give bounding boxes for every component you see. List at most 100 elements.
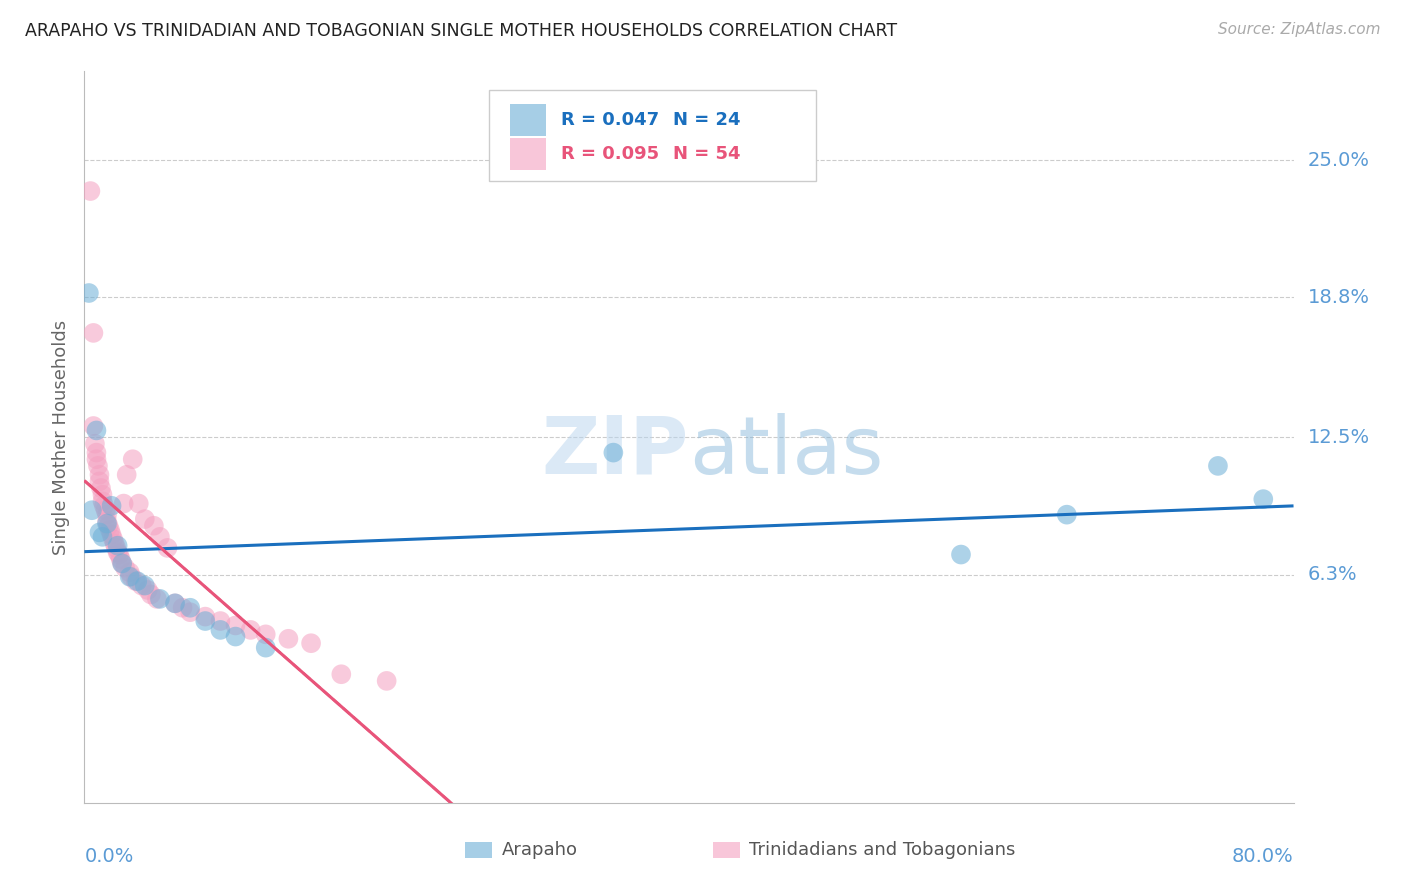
Point [115,467,138,482]
Point [86,452,108,467]
Point [1206,458,1229,473]
Point [86,424,108,438]
Point [179,605,201,619]
Point [79,184,101,198]
Text: N = 54: N = 54 [673,145,741,163]
Point [299,636,322,650]
Point [125,574,148,589]
Point [194,614,217,628]
Point [149,591,172,606]
Point [77,285,100,300]
Point [254,640,277,655]
Point [111,557,134,571]
Text: 0.0%: 0.0% [84,847,134,866]
Point [86,445,108,459]
Point [94,503,117,517]
Point [1253,492,1275,507]
Point [131,578,153,592]
Point [101,532,124,546]
Point [209,614,232,628]
Point [134,578,156,592]
Point [225,630,247,644]
Text: 6.3%: 6.3% [1308,565,1358,584]
Text: Arapaho: Arapaho [502,841,578,859]
Point [209,623,232,637]
Point [142,518,165,533]
Bar [465,842,492,858]
Point [165,596,187,610]
Text: ARAPAHO VS TRINIDADIAN AND TOBAGONIAN SINGLE MOTHER HOUSEHOLDS CORRELATION CHART: ARAPAHO VS TRINIDADIAN AND TOBAGONIAN SI… [25,22,897,40]
Point [134,512,156,526]
Text: Trinidadians and Tobagonians: Trinidadians and Tobagonians [749,841,1015,859]
Point [96,516,118,531]
Point [105,541,128,555]
Point [121,452,143,467]
Point [100,527,122,541]
Point [111,557,134,571]
Point [89,525,111,540]
Point [118,570,141,584]
FancyBboxPatch shape [489,90,815,181]
Point [149,530,172,544]
Point [96,514,118,528]
Point [239,623,262,637]
Text: 18.8%: 18.8% [1308,288,1369,307]
Point [91,530,114,544]
Text: R = 0.095: R = 0.095 [561,145,659,163]
Point [127,574,149,589]
Point [107,539,129,553]
Point [112,497,135,511]
Point [110,552,132,566]
Point [146,591,169,606]
Point [97,518,120,533]
Point [194,609,217,624]
Bar [713,842,740,858]
Point [93,499,115,513]
Point [84,436,107,450]
Point [89,475,111,489]
Point [91,494,114,508]
Point [91,488,114,502]
Point [87,458,110,473]
Text: 12.5%: 12.5% [1308,427,1371,447]
Point [128,497,150,511]
Point [602,445,624,459]
Point [98,523,121,537]
Text: Source: ZipAtlas.com: Source: ZipAtlas.com [1218,22,1381,37]
Point [330,667,353,681]
Point [1056,508,1078,522]
Text: ZIP: ZIP [541,413,689,491]
Point [89,467,111,482]
Point [90,481,112,495]
Text: N = 24: N = 24 [673,111,741,128]
Point [375,673,398,688]
Point [114,561,136,575]
Point [100,499,122,513]
Point [108,548,131,562]
Point [104,536,127,550]
Bar [510,138,547,170]
Point [139,587,162,601]
Point [96,508,118,522]
Y-axis label: Single Mother Households: Single Mother Households [52,319,70,555]
Point [950,548,973,562]
Point [225,618,247,632]
Point [179,600,201,615]
Point [107,545,129,559]
Point [82,326,104,340]
Point [165,596,187,610]
Point [120,570,142,584]
Text: R = 0.047: R = 0.047 [561,111,659,128]
Point [254,627,277,641]
Point [118,566,141,580]
Point [82,419,104,434]
Point [136,582,159,597]
Point [172,600,194,615]
Bar [510,103,547,136]
Text: 25.0%: 25.0% [1308,151,1369,169]
Text: 80.0%: 80.0% [1232,847,1294,866]
Text: atlas: atlas [689,413,883,491]
Point [80,503,103,517]
Point [156,541,179,555]
Point [277,632,299,646]
